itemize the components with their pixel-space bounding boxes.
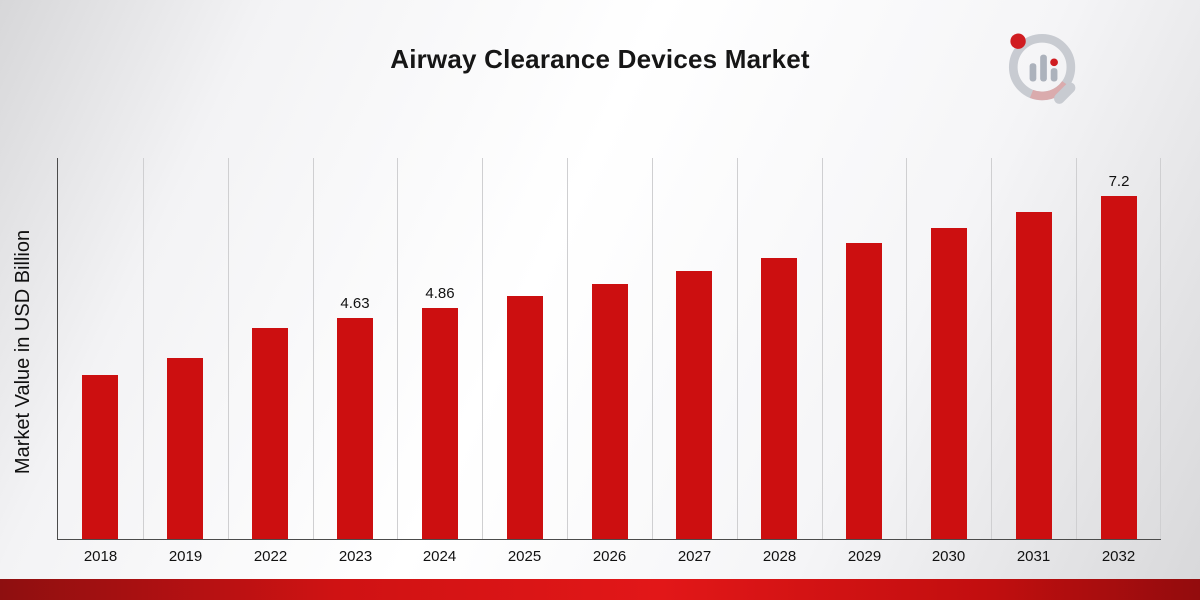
gridline	[652, 158, 653, 539]
x-tick-label: 2026	[592, 548, 627, 565]
gridline	[822, 158, 823, 539]
bar	[337, 318, 373, 539]
x-tick-label: 2027	[677, 548, 712, 565]
gridline	[482, 158, 483, 539]
bar	[422, 308, 458, 539]
x-tick-label: 2025	[507, 548, 542, 565]
x-tick-label: 2028	[762, 548, 797, 565]
bar	[167, 358, 203, 539]
x-tick-label: 2023	[338, 548, 373, 565]
y-axis-label: Market Value in USD Billion	[12, 229, 34, 475]
x-tick-label: 2029	[847, 548, 882, 565]
gridline	[143, 158, 144, 539]
bar	[676, 271, 712, 539]
bar	[931, 228, 967, 539]
x-tick-label: 2024	[422, 548, 457, 565]
gridline	[991, 158, 992, 539]
gridline	[1160, 158, 1161, 539]
x-tick-label: 2030	[931, 548, 966, 565]
bar	[1016, 212, 1052, 539]
data-label: 7.2	[1108, 173, 1130, 190]
gridline	[1076, 158, 1077, 539]
gridline	[228, 158, 229, 539]
gridline	[313, 158, 314, 539]
x-tick-label: 2019	[168, 548, 203, 565]
x-tick-label: 2022	[253, 548, 288, 565]
plot-area: 2018 2019 2022 4.63 2023 4.86 2024 2025 2026 2027…	[57, 158, 1161, 565]
bar	[252, 328, 288, 539]
brand-magnifier-logo-icon	[1008, 33, 1076, 104]
bar	[846, 243, 882, 539]
gridline	[906, 158, 907, 539]
x-tick-label: 2032	[1101, 548, 1136, 565]
gridline	[737, 158, 738, 539]
bottom-ribbon	[0, 575, 1200, 600]
bar	[1101, 196, 1137, 539]
page-title: Airway Clearance Devices Market	[390, 44, 810, 74]
data-label: 4.86	[425, 285, 455, 302]
x-tick-label: 2031	[1016, 548, 1051, 565]
bar	[507, 296, 543, 539]
gridline	[567, 158, 568, 539]
data-label: 4.63	[340, 295, 370, 312]
gridline	[397, 158, 398, 539]
bar	[82, 375, 118, 539]
x-tick-label: 2018	[83, 548, 118, 565]
bar	[592, 284, 628, 539]
bar	[761, 258, 797, 539]
